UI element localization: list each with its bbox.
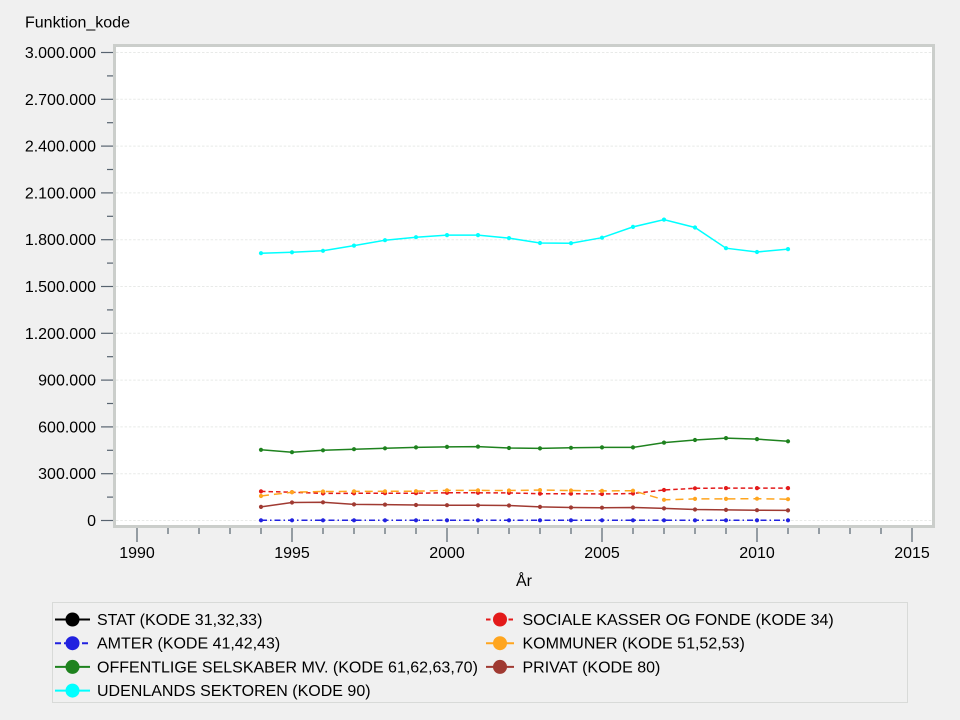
svg-text:2015: 2015	[894, 545, 930, 562]
svg-text:OFFENTLIGE SELSKABER MV. (KODE: OFFENTLIGE SELSKABER MV. (KODE 61,62,63,…	[97, 659, 478, 676]
svg-text:STAT (KODE 31,32,33): STAT (KODE 31,32,33)	[97, 612, 262, 629]
svg-text:900.000: 900.000	[38, 373, 96, 390]
svg-text:3.000.000: 3.000.000	[25, 45, 96, 62]
svg-text:300.000: 300.000	[38, 466, 96, 483]
svg-text:1990: 1990	[119, 545, 155, 562]
svg-text:KOMMUNER (KODE 51,52,53): KOMMUNER (KODE 51,52,53)	[523, 636, 745, 653]
svg-text:2.700.000: 2.700.000	[25, 92, 96, 109]
svg-text:År: År	[516, 571, 533, 590]
svg-text:2010: 2010	[739, 545, 775, 562]
svg-text:1.800.000: 1.800.000	[25, 232, 96, 249]
svg-text:1.200.000: 1.200.000	[25, 326, 96, 343]
svg-text:2000: 2000	[429, 545, 465, 562]
svg-text:PRIVAT (KODE 80): PRIVAT (KODE 80)	[523, 659, 661, 676]
svg-text:1.500.000: 1.500.000	[25, 279, 96, 296]
svg-text:2.100.000: 2.100.000	[25, 185, 96, 202]
svg-text:2.400.000: 2.400.000	[25, 139, 96, 156]
svg-text:SOCIALE KASSER OG FONDE (KODE: SOCIALE KASSER OG FONDE (KODE 34)	[523, 612, 834, 629]
svg-text:1995: 1995	[274, 545, 310, 562]
svg-text:600.000: 600.000	[38, 419, 96, 436]
svg-text:UDENLANDS SEKTOREN (KODE 90): UDENLANDS SEKTOREN (KODE 90)	[97, 683, 371, 700]
svg-text:0: 0	[87, 513, 96, 530]
svg-text:AMTER (KODE 41,42,43): AMTER (KODE 41,42,43)	[97, 636, 280, 653]
svg-text:2005: 2005	[584, 545, 620, 562]
svg-text:Funktion_kode: Funktion_kode	[25, 15, 130, 32]
